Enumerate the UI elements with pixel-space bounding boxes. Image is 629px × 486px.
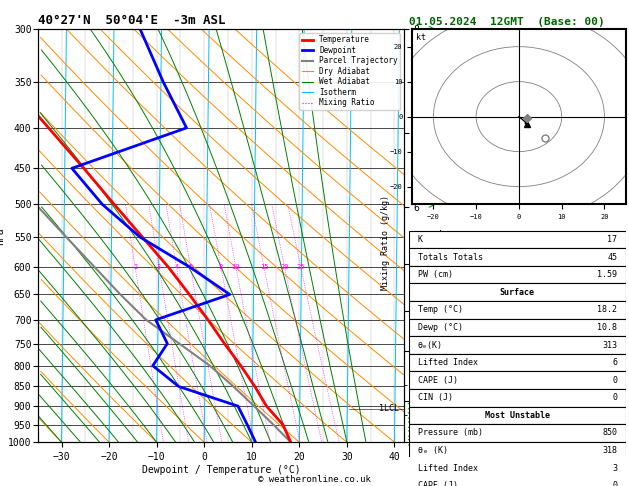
Bar — [409, 354, 626, 371]
Bar — [409, 266, 626, 283]
Text: 850: 850 — [602, 429, 617, 437]
Text: 01.05.2024  12GMT  (Base: 00): 01.05.2024 12GMT (Base: 00) — [409, 17, 604, 27]
Text: 6: 6 — [612, 358, 617, 367]
Text: 40°27'N  50°04'E  -3m ASL: 40°27'N 50°04'E -3m ASL — [38, 14, 225, 27]
Text: 3: 3 — [612, 464, 617, 473]
Text: 0: 0 — [612, 393, 617, 402]
Text: © weatheronline.co.uk: © weatheronline.co.uk — [258, 474, 371, 484]
Text: Surface: Surface — [500, 288, 535, 297]
Text: Pressure (mb): Pressure (mb) — [418, 429, 482, 437]
Bar — [409, 389, 626, 407]
Y-axis label: hPa: hPa — [0, 227, 5, 244]
Text: 17: 17 — [607, 235, 617, 244]
X-axis label: Dewpoint / Temperature (°C): Dewpoint / Temperature (°C) — [142, 465, 300, 475]
Bar — [409, 371, 626, 389]
Text: Lifted Index: Lifted Index — [418, 464, 477, 473]
Bar — [409, 248, 626, 266]
Text: 5: 5 — [188, 264, 192, 270]
Text: 0: 0 — [612, 376, 617, 385]
Bar — [409, 231, 626, 248]
Text: 18.2: 18.2 — [597, 305, 617, 314]
Bar — [409, 459, 626, 477]
Text: Totals Totals: Totals Totals — [418, 253, 482, 261]
Text: 45: 45 — [607, 253, 617, 261]
Text: 10.8: 10.8 — [597, 323, 617, 332]
Text: 15: 15 — [260, 264, 268, 270]
Bar — [409, 301, 626, 319]
Text: CAPE (J): CAPE (J) — [418, 376, 457, 385]
Text: Lifted Index: Lifted Index — [418, 358, 477, 367]
Bar — [409, 336, 626, 354]
Text: 8: 8 — [219, 264, 223, 270]
Text: 1LCL: 1LCL — [379, 404, 399, 413]
Bar — [409, 283, 626, 301]
Text: 10: 10 — [231, 264, 240, 270]
Text: 1.59: 1.59 — [597, 270, 617, 279]
Legend: Temperature, Dewpoint, Parcel Trajectory, Dry Adiabat, Wet Adiabat, Isotherm, Mi: Temperature, Dewpoint, Parcel Trajectory… — [299, 33, 400, 110]
Text: 4: 4 — [174, 264, 179, 270]
Text: CAPE (J): CAPE (J) — [418, 481, 457, 486]
Text: 313: 313 — [602, 341, 617, 349]
Text: K: K — [418, 235, 423, 244]
Text: 0: 0 — [612, 481, 617, 486]
Text: 3: 3 — [157, 264, 161, 270]
Text: PW (cm): PW (cm) — [418, 270, 452, 279]
Text: θₑ(K): θₑ(K) — [418, 341, 443, 349]
Text: CIN (J): CIN (J) — [418, 393, 452, 402]
Text: 20: 20 — [281, 264, 289, 270]
Bar — [409, 407, 626, 424]
Y-axis label: km
ASL: km ASL — [422, 227, 444, 244]
Text: Most Unstable: Most Unstable — [485, 411, 550, 420]
Text: 318: 318 — [602, 446, 617, 455]
Text: Temp (°C): Temp (°C) — [418, 305, 462, 314]
Text: θₑ (K): θₑ (K) — [418, 446, 447, 455]
Text: Mixing Ratio (g/kg): Mixing Ratio (g/kg) — [381, 195, 390, 291]
Bar — [409, 424, 626, 442]
Bar — [409, 477, 626, 486]
Text: 2: 2 — [133, 264, 137, 270]
Bar — [409, 319, 626, 336]
Text: Dewp (°C): Dewp (°C) — [418, 323, 462, 332]
Text: kt: kt — [416, 33, 426, 42]
Text: 25: 25 — [296, 264, 305, 270]
Bar — [409, 442, 626, 459]
